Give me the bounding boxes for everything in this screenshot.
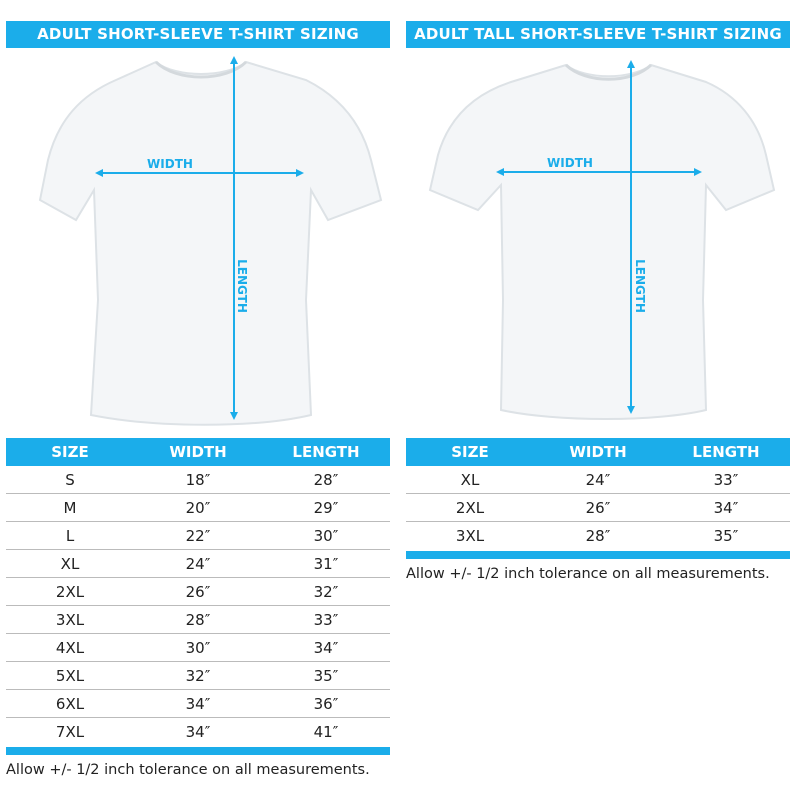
- tshirt-diagram: WIDTH LENGTH: [38, 56, 383, 426]
- table-footer-bar: [406, 551, 790, 559]
- size-table: SIZE WIDTH LENGTH XL 24″ 33″ 2XL 26″ 34″ 3XL 28…: [406, 438, 790, 582]
- table-row: 5XL 32″ 35″: [6, 662, 390, 690]
- cell-width: 24″: [185, 555, 211, 573]
- cell-length: 34″: [713, 499, 739, 517]
- table-row: 2XL 26″ 32″: [6, 578, 390, 606]
- cell-length: 34″: [313, 639, 339, 657]
- width-label: WIDTH: [547, 156, 593, 170]
- table-row: S 18″ 28″: [6, 466, 390, 494]
- cell-width: 24″: [585, 471, 611, 489]
- cell-length: 30″: [313, 527, 339, 545]
- cell-size: XL: [460, 471, 480, 489]
- header-length: LENGTH: [692, 443, 760, 461]
- cell-width: 30″: [185, 639, 211, 657]
- cell-size: 7XL: [55, 723, 85, 741]
- table-header: SIZE WIDTH LENGTH: [406, 438, 790, 466]
- cell-length: 33″: [713, 471, 739, 489]
- standard-sizing-panel: ADULT SHORT-SLEEVE T-SHIRT SIZING WIDTH …: [6, 0, 392, 800]
- table-row: L 22″ 30″: [6, 522, 390, 550]
- panel-title: ADULT TALL SHORT-SLEEVE T-SHIRT SIZING: [406, 21, 790, 48]
- cell-size: L: [65, 527, 75, 545]
- cell-length: 35″: [713, 527, 739, 545]
- cell-size: 2XL: [55, 583, 85, 601]
- cell-width: 22″: [185, 527, 211, 545]
- table-row: XL 24″ 33″: [406, 466, 790, 494]
- table-row: 2XL 26″ 34″: [406, 494, 790, 522]
- tolerance-note: Allow +/- 1/2 inch tolerance on all meas…: [6, 762, 370, 778]
- length-label: LENGTH: [633, 259, 647, 313]
- table-row: 6XL 34″ 36″: [6, 690, 390, 718]
- tall-sizing-panel: ADULT TALL SHORT-SLEEVE T-SHIRT SIZING W…: [406, 0, 792, 800]
- cell-size: S: [65, 471, 75, 489]
- tshirt-image: [38, 60, 383, 426]
- table-row: 3XL 28″ 33″: [6, 606, 390, 634]
- table-row: XL 24″ 31″: [6, 550, 390, 578]
- cell-length: 32″: [313, 583, 339, 601]
- tolerance-note: Allow +/- 1/2 inch tolerance on all meas…: [406, 566, 770, 582]
- cell-size: M: [63, 499, 77, 517]
- cell-length: 31″: [313, 555, 339, 573]
- header-size: SIZE: [451, 443, 489, 461]
- cell-length: 36″: [313, 695, 339, 713]
- cell-length: 35″: [313, 667, 339, 685]
- table-row: M 20″ 29″: [6, 494, 390, 522]
- panel-title: ADULT SHORT-SLEEVE T-SHIRT SIZING: [6, 21, 390, 48]
- cell-width: 34″: [185, 695, 211, 713]
- table-row: 3XL 28″ 35″: [406, 522, 790, 550]
- table-footer-bar: [6, 747, 390, 755]
- length-label: LENGTH: [235, 259, 249, 313]
- cell-width: 26″: [585, 499, 611, 517]
- size-table: SIZE WIDTH LENGTH S 18″ 28″ M 20″ 29″ L 22″ 30″ X…: [6, 438, 390, 778]
- table-header: SIZE WIDTH LENGTH: [6, 438, 390, 466]
- cell-size: 2XL: [455, 499, 485, 517]
- header-length: LENGTH: [292, 443, 360, 461]
- width-label: WIDTH: [147, 157, 193, 171]
- cell-size: 3XL: [55, 611, 85, 629]
- tshirt-diagram: WIDTH LENGTH: [428, 60, 776, 420]
- header-size: SIZE: [51, 443, 89, 461]
- cell-size: 4XL: [55, 639, 85, 657]
- cell-width: 20″: [185, 499, 211, 517]
- cell-width: 28″: [185, 611, 211, 629]
- header-width: WIDTH: [569, 443, 627, 461]
- tshirt-image: [428, 63, 776, 420]
- cell-width: 34″: [185, 723, 211, 741]
- header-width: WIDTH: [169, 443, 227, 461]
- cell-width: 18″: [185, 471, 211, 489]
- cell-length: 29″: [313, 499, 339, 517]
- table-row: 7XL 34″ 41″: [6, 718, 390, 746]
- cell-size: 6XL: [55, 695, 85, 713]
- cell-length: 41″: [313, 723, 339, 741]
- cell-size: 3XL: [455, 527, 485, 545]
- cell-length: 33″: [313, 611, 339, 629]
- cell-width: 28″: [585, 527, 611, 545]
- cell-size: 5XL: [55, 667, 85, 685]
- cell-width: 32″: [185, 667, 211, 685]
- cell-length: 28″: [313, 471, 339, 489]
- table-row: 4XL 30″ 34″: [6, 634, 390, 662]
- cell-size: XL: [60, 555, 80, 573]
- cell-width: 26″: [185, 583, 211, 601]
